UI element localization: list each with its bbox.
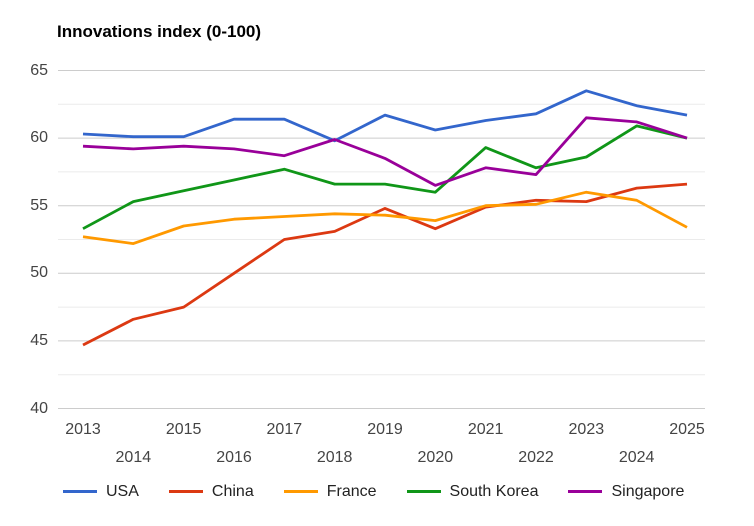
series-line-usa[interactable] bbox=[82, 89, 688, 143]
x-tick-label: 2022 bbox=[518, 449, 554, 466]
legend-swatch-icon bbox=[63, 490, 97, 493]
y-tick-label: 60 bbox=[30, 129, 48, 147]
legend-label: South Korea bbox=[449, 483, 539, 500]
legend-swatch-icon bbox=[568, 490, 603, 493]
y-tick-label: 50 bbox=[30, 264, 48, 282]
legend-label: USA bbox=[106, 483, 139, 500]
x-tick-label: 2021 bbox=[467, 421, 504, 438]
x-tick-label: 2014 bbox=[115, 449, 152, 466]
x-tick-label: 2019 bbox=[367, 421, 403, 438]
series-line-china[interactable] bbox=[82, 182, 688, 347]
x-tick-label: 2015 bbox=[165, 421, 202, 438]
legend-swatch-icon bbox=[168, 490, 203, 493]
x-tick-label: 2025 bbox=[669, 421, 705, 438]
x-tick-label: 2024 bbox=[618, 449, 655, 466]
legend-label: Singapore bbox=[611, 483, 685, 500]
legend-label: China bbox=[211, 483, 254, 500]
legend-item-china[interactable]: China bbox=[168, 483, 254, 500]
series-line-south-korea[interactable] bbox=[82, 124, 688, 230]
legend-item-usa[interactable]: USA bbox=[63, 483, 139, 500]
x-tick-label: 2013 bbox=[65, 421, 101, 438]
legend: USA China France South Korea Singapore bbox=[63, 483, 684, 500]
legend-item-singapore[interactable]: Singapore bbox=[568, 483, 684, 500]
legend-swatch-icon bbox=[406, 490, 441, 493]
x-tick-label: 2017 bbox=[266, 421, 303, 438]
x-tick-label: 2023 bbox=[568, 421, 605, 438]
series-line-france[interactable] bbox=[82, 190, 688, 246]
y-tick-label: 55 bbox=[30, 196, 48, 214]
legend-swatch-icon bbox=[283, 490, 318, 493]
y-tick-label: 65 bbox=[30, 61, 48, 79]
series-line-singapore[interactable] bbox=[82, 116, 688, 187]
x-tick-label: 2016 bbox=[216, 449, 252, 466]
x-tick-label: 2020 bbox=[417, 449, 454, 466]
x-tick-label: 2018 bbox=[316, 449, 353, 466]
legend-item-france[interactable]: France bbox=[283, 483, 377, 500]
y-tick-label: 45 bbox=[30, 331, 48, 349]
legend-label: France bbox=[326, 483, 377, 500]
y-tick-label: 40 bbox=[30, 399, 48, 417]
chart-title: Innovations index (0-100) bbox=[57, 22, 262, 41]
legend-item-south-korea[interactable]: South Korea bbox=[406, 483, 539, 500]
